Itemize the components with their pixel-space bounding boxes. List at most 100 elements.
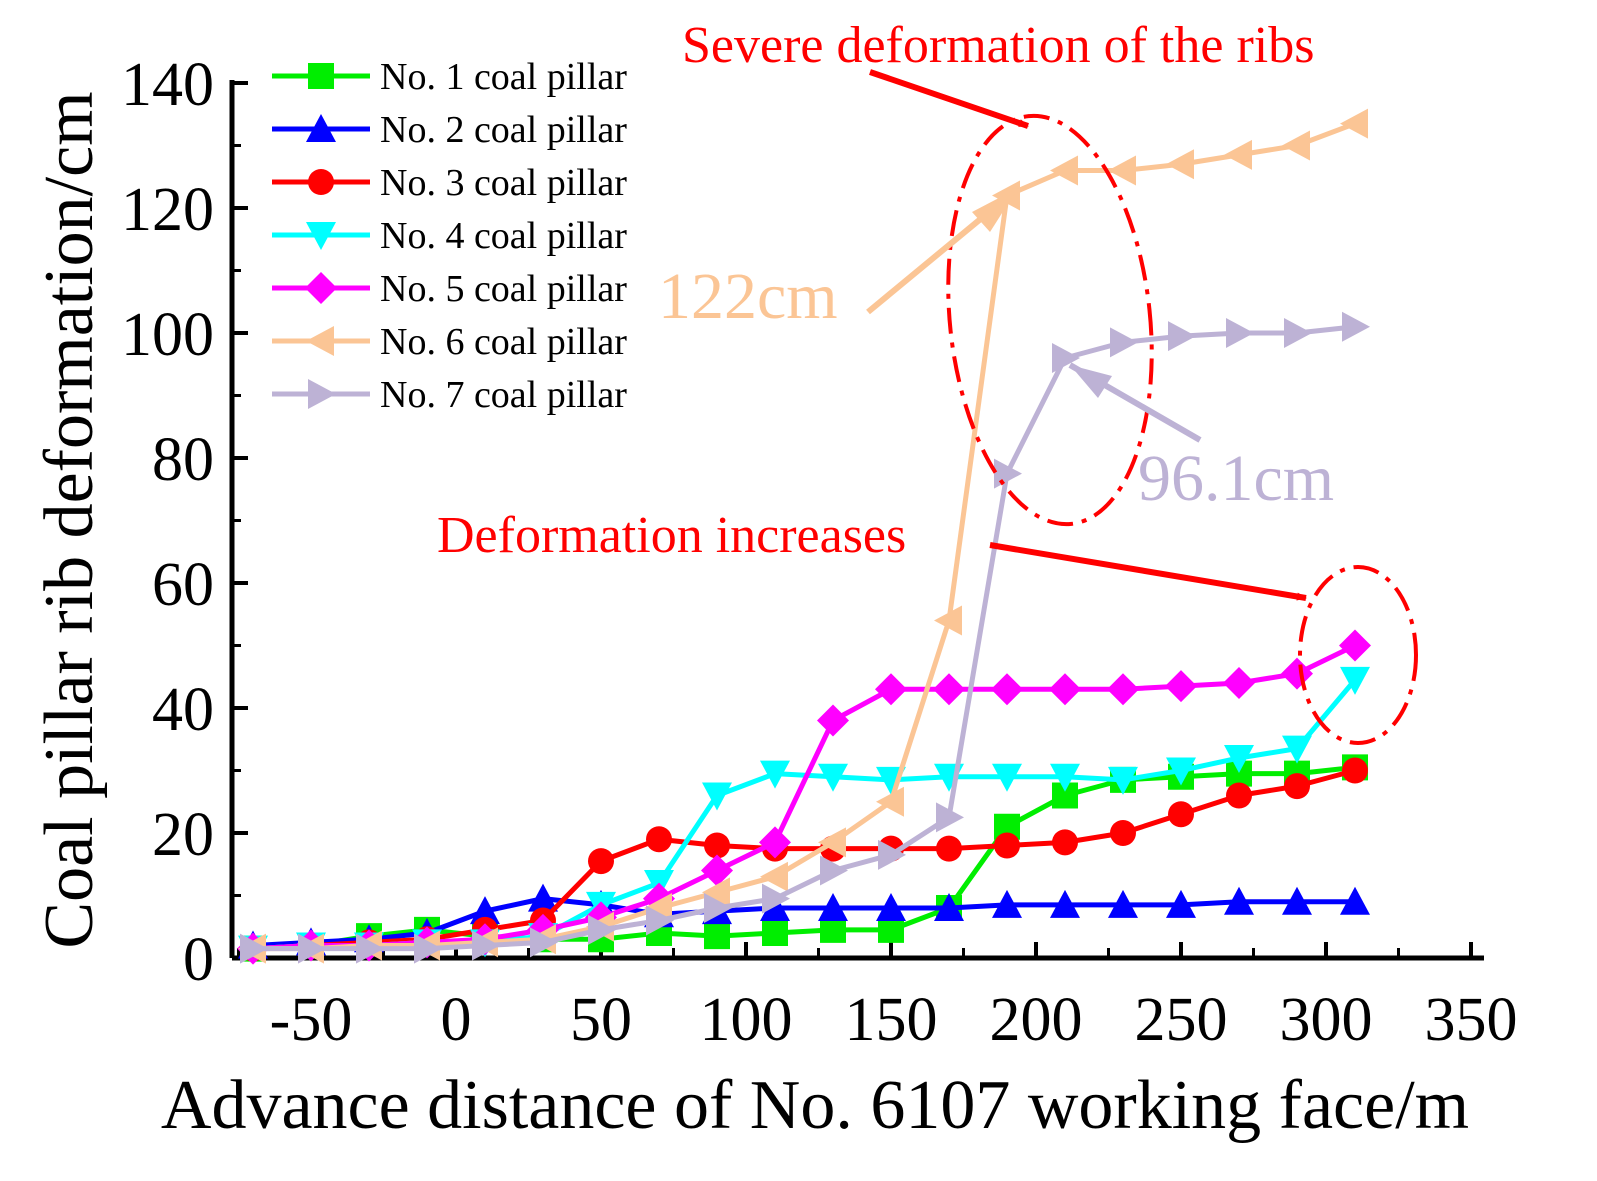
x-tick-label: 300: [1280, 986, 1373, 1054]
series-2-point: [1340, 886, 1370, 915]
series-6-point: [1340, 108, 1368, 139]
series-6-point: [1224, 139, 1252, 170]
series-4-point: [1282, 735, 1312, 764]
x-tick-label: 200: [990, 986, 1083, 1054]
legend-item: No. 7 coal pillar: [272, 374, 627, 416]
series-6-point: [1282, 130, 1310, 161]
series-2-point: [876, 893, 906, 921]
series-4-point: [1108, 766, 1138, 795]
series-3-point: [1168, 801, 1194, 828]
series-3-point: [1110, 820, 1136, 846]
series-4-point: [1340, 666, 1370, 695]
series-5-point: [875, 673, 907, 706]
series-5-point: [759, 826, 791, 859]
legend: No. 1 coal pillar No. 2 coal pillar No. 3 …: [272, 56, 627, 416]
series-1-point: [878, 916, 904, 943]
series-2-point: [1282, 886, 1312, 915]
series-2-point: [1108, 889, 1138, 918]
series-2-point: [470, 896, 500, 925]
series-7-point: [1052, 343, 1080, 373]
series-5-point: [1339, 629, 1371, 662]
legend-swatch-marker: [308, 63, 334, 89]
y-tick-label: 40: [152, 676, 214, 744]
legend-label: No. 4 coal pillar: [380, 215, 627, 257]
series-2-point: [992, 889, 1022, 918]
deformation-increases-arrow: [989, 542, 1307, 601]
series-6-point: [1050, 155, 1078, 186]
legend-label: No. 1 coal pillar: [380, 56, 627, 98]
x-tick-label: 100: [700, 986, 793, 1054]
series-5: [237, 629, 1371, 965]
series-6-point: [760, 861, 788, 892]
series-5-point: [933, 673, 965, 706]
series-5-point: [701, 854, 733, 887]
series-7-line: [253, 324, 1356, 952]
series-3-point: [1226, 782, 1252, 809]
y-tick-label: 140: [121, 51, 214, 119]
legend-swatch-marker: [306, 326, 334, 356]
annotation-122cm: 122cm: [658, 260, 838, 333]
series-4-point: [702, 782, 732, 811]
series-6-point: [934, 605, 962, 636]
series-3-point: [936, 835, 962, 862]
y-tick-label: 80: [152, 426, 214, 494]
y-axis-title: Coal pillar rib deformation/cm: [31, 91, 108, 948]
x-axis-title: Advance distance of No. 6107 working fac…: [161, 1067, 1469, 1144]
series-6-point: [876, 786, 904, 817]
x-tick-label: -50: [270, 986, 353, 1054]
series-7-point: [588, 914, 616, 945]
series-7-point: [1110, 327, 1138, 358]
series-2-point: [1224, 886, 1254, 915]
legend-swatch-marker: [305, 272, 337, 304]
series-3-point: [704, 832, 730, 859]
series-5-point: [1165, 670, 1197, 703]
x-tick-label: 350: [1425, 986, 1518, 1054]
series-1-point: [704, 923, 730, 950]
series-3-point: [646, 826, 672, 853]
series-3-point: [1052, 829, 1078, 856]
series-5-point: [1049, 673, 1081, 706]
series-2-line: [252, 896, 1355, 948]
y-tick-label: 120: [121, 176, 214, 244]
legend-item: No. 3 coal pillar: [272, 162, 627, 204]
series-2-point: [934, 893, 964, 921]
series-3-point: [1342, 757, 1368, 784]
x-tick-label: 150: [845, 986, 938, 1054]
severe-deformation-arrow: [869, 69, 1029, 129]
series-2-point: [528, 883, 558, 912]
series-7-point: [472, 930, 500, 961]
series-4-point: [1050, 763, 1080, 792]
series-4-point: [760, 760, 790, 789]
series-2-point: [1050, 889, 1080, 918]
series-7-point: [878, 839, 906, 870]
y-tick-label: 100: [121, 301, 214, 369]
series-4-point: [818, 763, 848, 792]
series-7-point: [530, 927, 558, 958]
series-2-point: [1166, 889, 1196, 918]
series-7-point: [762, 883, 790, 914]
severe-deformation-ellipse: [946, 113, 1154, 527]
series-7-point: [704, 893, 732, 923]
series-5-point: [1107, 673, 1139, 706]
series-7-point: [1342, 311, 1370, 342]
series-7-point: [820, 855, 848, 886]
label-96cm-arrowhead: [1070, 365, 1112, 398]
series-7: [240, 311, 1370, 964]
legend-swatch-marker: [308, 169, 334, 195]
legend-item: No. 6 coal pillar: [272, 321, 627, 363]
series-4-point: [1224, 745, 1254, 773]
series-6-point: [1108, 155, 1136, 186]
legend-label: No. 7 coal pillar: [380, 374, 627, 416]
series-4-point: [992, 763, 1022, 792]
series-4: [238, 666, 1370, 964]
series-7-point: [356, 933, 384, 964]
series-7-point: [994, 458, 1022, 489]
annotation-96cm: 96.1cm: [1138, 442, 1334, 515]
series-7-point: [240, 933, 268, 964]
series-6-point: [644, 893, 672, 923]
legend-label: No. 3 coal pillar: [380, 162, 627, 204]
x-ticks: -50 0 50 100 150 200 250 300 350: [237, 942, 1518, 1054]
deformation-increase-ellipse: [1298, 565, 1418, 745]
annotation-severe-deformation: Severe deformation of the ribs: [682, 17, 1314, 74]
